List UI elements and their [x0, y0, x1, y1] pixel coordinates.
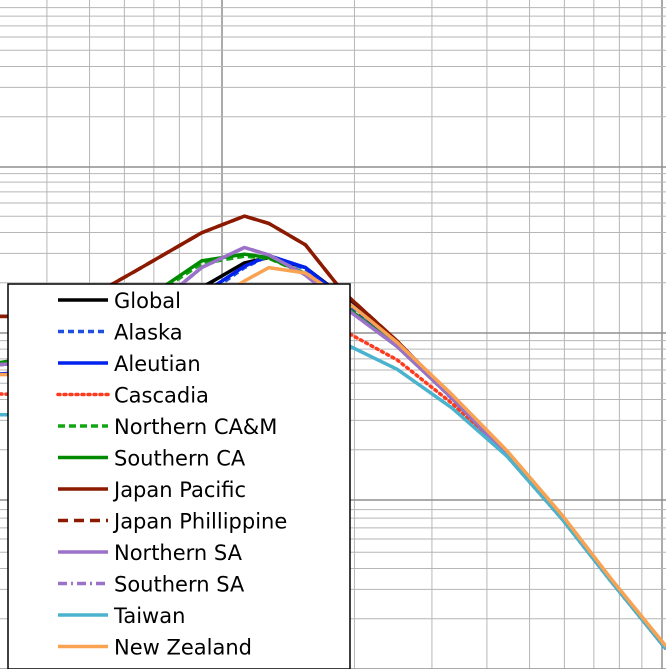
legend-box [7, 283, 351, 669]
legend: Global Alaska Aleutian Cascadia Northern CA&… [7, 283, 351, 669]
legend-label: Alaska [114, 321, 183, 345]
legend-label: Northern SA [114, 541, 243, 565]
legend-label: Japan Pacific [112, 478, 246, 502]
legend-label: Northern CA&M [114, 415, 277, 439]
legend-label: Southern SA [114, 573, 245, 597]
legend-label: Cascadia [114, 384, 209, 408]
legend-label: Southern CA [114, 447, 246, 471]
legend-label: Aleutian [114, 352, 201, 376]
legend-label: Japan Phillippine [112, 510, 287, 534]
legend-label: Global [114, 289, 181, 313]
legend-label: New Zealand [114, 636, 252, 660]
legend-label: Taiwan [113, 604, 185, 628]
